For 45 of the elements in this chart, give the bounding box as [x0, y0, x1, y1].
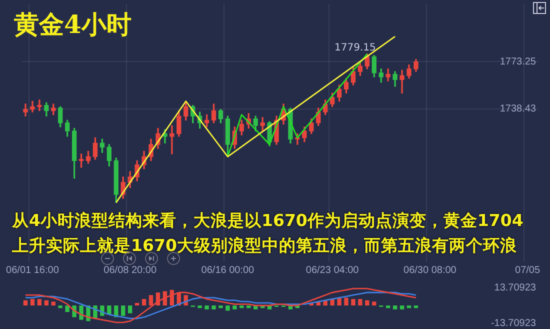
- bar: [344, 298, 348, 306]
- bar: [226, 306, 230, 311]
- bar: [240, 306, 244, 308]
- bar: [148, 295, 154, 306]
- bar: [107, 306, 112, 315]
- annotation: 上升实际上就是1670大级别浪型中的第五浪，而第五浪有两个环浪: [12, 235, 517, 257]
- y-tick-label: 1773.25: [500, 56, 536, 68]
- bar: [358, 299, 362, 306]
- bar: [351, 299, 356, 306]
- x-tick-label: 06/30 08:00: [404, 264, 457, 276]
- x-tick-label: 06/23 04:00: [306, 264, 360, 276]
- bar: [386, 306, 390, 308]
- bar: [23, 300, 28, 306]
- bar: [128, 306, 132, 314]
- bar: [204, 306, 209, 310]
- bar: [58, 306, 62, 308]
- y-tick-label: 13.70923: [494, 282, 536, 294]
- bar: [400, 306, 404, 310]
- bar: [246, 306, 251, 308]
- x-tick-label: 06/08 20:00: [104, 264, 157, 276]
- y-tick-label: -13.70923: [490, 318, 536, 329]
- bar: [218, 306, 223, 308]
- bar: [121, 306, 126, 316]
- y-tick-label: 1738.43: [500, 104, 536, 115]
- bar: [134, 302, 140, 306]
- x-tick-label: 06/01 16:00: [6, 264, 60, 276]
- annotation: 从4小时浪型结构来看，大浪是以1670作为启动点演变，黄金1704: [12, 210, 524, 232]
- bar: [198, 306, 202, 308]
- bar: [392, 306, 398, 310]
- annotation: 1779.15: [334, 42, 376, 54]
- bar: [372, 302, 376, 306]
- bar: [414, 306, 418, 308]
- x-tick-label: 06/16 00:00: [201, 264, 255, 276]
- x-tick-label: 07/05: [515, 264, 540, 276]
- bar: [51, 302, 56, 306]
- bar: [30, 299, 35, 306]
- bar: [232, 306, 237, 310]
- chart-title: 黄金4小时: [14, 9, 132, 41]
- bar: [44, 300, 48, 306]
- bar: [142, 299, 146, 306]
- bar: [212, 306, 216, 310]
- bar: [365, 300, 370, 306]
- bar: [406, 306, 412, 308]
- bar: [37, 299, 42, 306]
- bar: [65, 306, 70, 312]
